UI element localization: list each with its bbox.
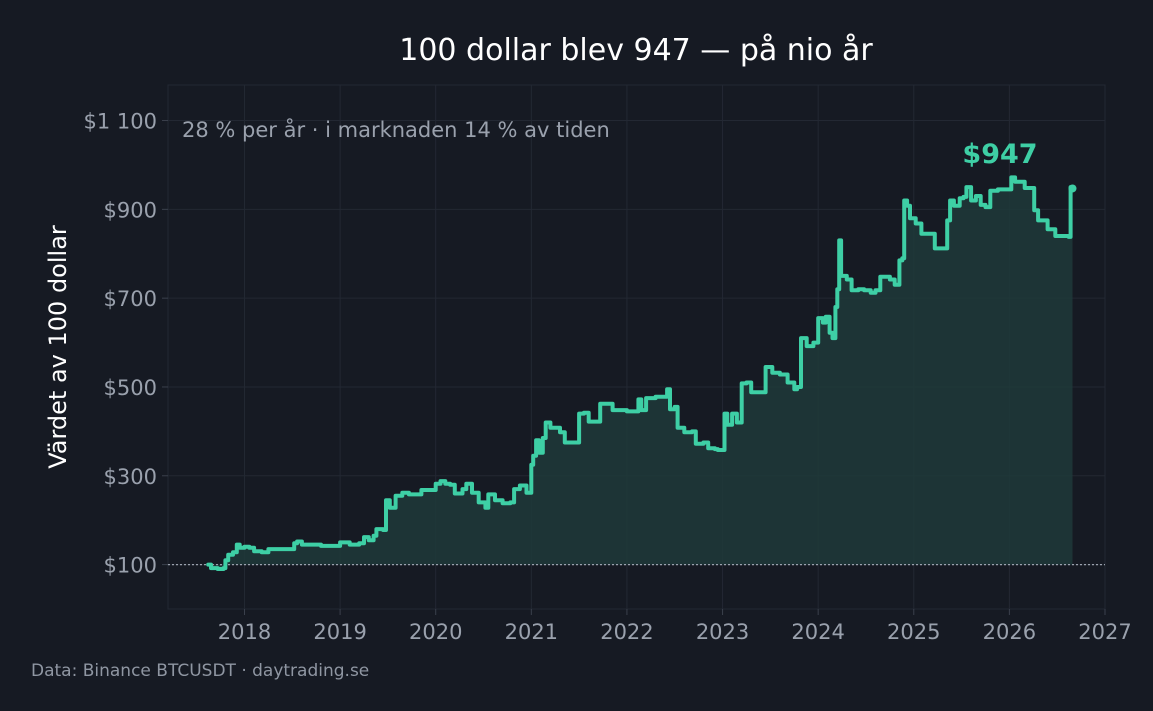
chart-subtitle: 28 % per år · i marknaden 14 % av tiden <box>182 117 610 142</box>
y-axis-label: Värdet av 100 dollar <box>44 225 72 469</box>
x-tick-label: 2020 <box>409 620 462 644</box>
x-tick-label: 2022 <box>600 620 653 644</box>
y-tick-label: $100 <box>104 554 157 578</box>
series-layer <box>168 175 1105 571</box>
source-note: Data: Binance BTCUSDT · daytrading.se <box>31 661 369 681</box>
x-tick-label: 2019 <box>313 620 366 644</box>
series-line <box>206 175 1075 571</box>
series-area <box>208 177 1073 569</box>
y-tick-label: $1 100 <box>84 110 157 134</box>
y-tick-label: $500 <box>104 376 157 400</box>
tick-layer: 2018 2019 2020 2021 2022 2023 2024 2025 2026 2027… <box>84 110 1132 644</box>
chart-title: 100 dollar blev 947 — på nio år <box>399 33 873 68</box>
x-tick-label: 2018 <box>218 620 271 644</box>
y-tick-label: $900 <box>104 198 157 222</box>
end-value-label: $947 <box>962 139 1037 170</box>
x-tick-label: 2026 <box>983 620 1036 644</box>
x-tick-label: 2027 <box>1078 620 1131 644</box>
plot-area: 2018 2019 2020 2021 2022 2023 2024 2025 2026 2027… <box>84 84 1132 644</box>
x-tick-label: 2023 <box>696 620 749 644</box>
x-tick-label: 2021 <box>505 620 558 644</box>
x-tick-label: 2024 <box>791 620 844 644</box>
y-tick-label: $700 <box>104 287 157 311</box>
series-end-point <box>1068 184 1077 193</box>
x-tick-label: 2025 <box>887 620 940 644</box>
y-tick-label: $300 <box>104 465 157 489</box>
